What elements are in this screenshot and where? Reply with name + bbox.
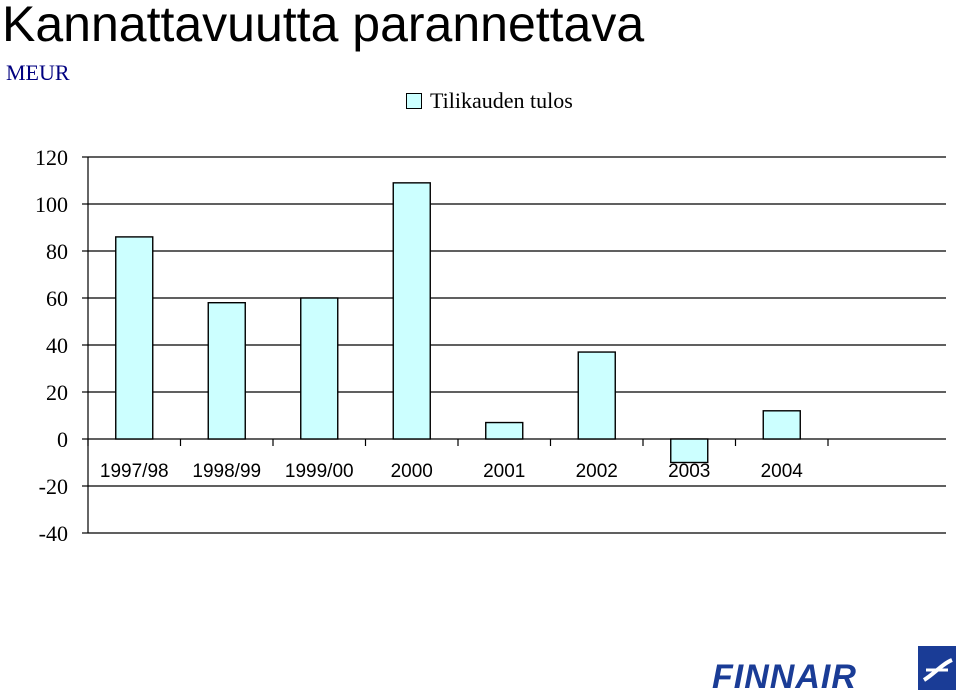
bar — [670, 438, 709, 464]
y-tick-label: 60 — [46, 286, 68, 311]
svg-text:FINNAIR: FINNAIR — [712, 658, 857, 692]
x-tick-label: 1999/00 — [285, 461, 354, 482]
bar — [485, 421, 524, 440]
y-tick-label: 100 — [35, 192, 68, 217]
x-tick-label: 1998/99 — [192, 461, 261, 482]
y-tick-label: 0 — [57, 427, 68, 452]
x-tick-label: 2001 — [483, 461, 525, 482]
y-tick-label: 120 — [35, 145, 68, 170]
y-tick-label: -20 — [39, 474, 68, 499]
legend-swatch — [406, 93, 422, 109]
x-tick-label: 2000 — [391, 461, 433, 482]
slide-title: Kannattavuutta parannettava — [2, 0, 645, 52]
y-tick-label: 40 — [46, 333, 68, 358]
unit-label: MEUR — [6, 60, 70, 85]
y-tick-label: 20 — [46, 380, 68, 405]
bar-chart: -40 -20 0 20 40 60 80 100 120 1997/98 1998/99 1999/… — [35, 145, 946, 546]
bar — [115, 236, 154, 440]
bar — [392, 182, 431, 440]
bar — [300, 297, 339, 440]
bar — [762, 410, 801, 440]
x-tick-label: 2004 — [761, 461, 804, 482]
y-tick-label: 80 — [46, 239, 68, 264]
legend-label: Tilikauden tulos — [430, 88, 573, 113]
y-tick-label: -40 — [39, 521, 68, 546]
x-tick-label: 2002 — [576, 461, 618, 482]
chart-legend: Tilikauden tulos — [406, 88, 573, 114]
bar — [577, 351, 616, 440]
x-tick-label: 1997/98 — [100, 461, 169, 482]
bar — [207, 302, 246, 440]
finnair-logo: FINNAIR — [712, 646, 956, 692]
x-tick-label: 2003 — [668, 461, 710, 482]
